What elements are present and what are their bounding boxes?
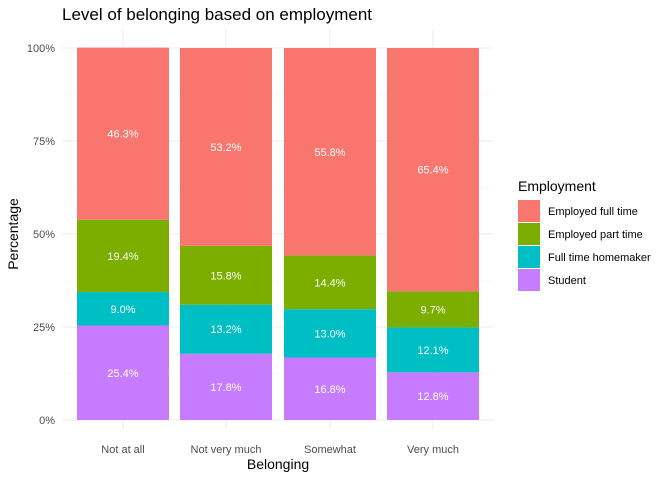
bar-segment	[77, 325, 169, 420]
bar-segment	[180, 245, 272, 305]
bar-value-label: 14.4%	[314, 277, 345, 289]
bar-value-label: 9.0%	[110, 304, 135, 316]
legend-label: Employed part time	[548, 229, 643, 241]
bar-segment	[180, 353, 272, 420]
x-tick-label: Very much	[407, 444, 459, 456]
y-tick-label: 0%	[39, 415, 55, 427]
bar-value-label: 13.2%	[210, 324, 241, 336]
y-tick-label: 50%	[33, 229, 55, 241]
bar-value-label: 17.8%	[210, 382, 241, 394]
x-tick-label: Not at all	[101, 444, 144, 456]
legend-swatch	[518, 200, 540, 222]
bar-segment	[77, 219, 169, 293]
x-tick-label: Somewhat	[304, 444, 356, 456]
bar-value-label: 16.8%	[314, 384, 345, 396]
legend-title: Employment	[518, 178, 596, 194]
bar-value-label: 9.7%	[420, 304, 445, 316]
bar-segment	[387, 327, 479, 373]
legend-label: Employed full time	[548, 206, 638, 218]
y-tick-label: 100%	[27, 43, 55, 55]
data-labels: 25.4% 9.0% 19.4% 46.3% 17.8% 13.2% 15.8% 53.2% 1…	[107, 129, 448, 403]
bar-value-label: 19.4%	[107, 251, 138, 263]
legend-swatch	[518, 269, 540, 291]
x-tick-label: Not very much	[191, 444, 262, 456]
bar-segment	[387, 372, 479, 420]
x-axis-tick-labels: Not at all Not very much Somewhat Very much	[101, 444, 459, 456]
y-axis-tick-labels: 0% 25% 50% 75% 100%	[27, 43, 55, 427]
bar-value-label: 25.4%	[107, 368, 138, 380]
bar-segment	[77, 47, 169, 220]
bar-segment	[284, 357, 376, 420]
x-axis-label: Belonging	[247, 456, 309, 472]
bar-value-label: 12.1%	[417, 345, 448, 357]
bar-value-label: 46.3%	[107, 129, 138, 141]
bar-segment	[387, 48, 479, 292]
bar-segment	[387, 291, 479, 328]
bar-segment	[77, 292, 169, 326]
bar-value-label: 13.0%	[314, 328, 345, 340]
y-axis-label: Percentage	[5, 198, 21, 270]
legend-label: Student	[548, 275, 586, 287]
y-tick-label: 75%	[33, 136, 55, 148]
bar-value-label: 12.8%	[417, 391, 448, 403]
bar-segment	[284, 48, 376, 256]
bar-segment	[180, 304, 272, 354]
bar-value-label: 55.8%	[314, 147, 345, 159]
legend: Employment Employed full time Employed pa…	[518, 178, 651, 291]
legend-label: Full time homemaker	[548, 252, 651, 264]
bar-segment	[284, 255, 376, 310]
bar-segment	[180, 48, 272, 246]
chart-title: Level of belonging based on employment	[62, 5, 372, 24]
bars	[77, 47, 479, 420]
legend-swatch	[518, 223, 540, 245]
bar-segment	[284, 309, 376, 358]
bar-value-label: 53.2%	[210, 142, 241, 154]
bar-value-label: 15.8%	[210, 270, 241, 282]
bar-value-label: 65.4%	[417, 165, 448, 177]
y-tick-label: 25%	[33, 322, 55, 334]
legend-swatch	[518, 246, 540, 268]
